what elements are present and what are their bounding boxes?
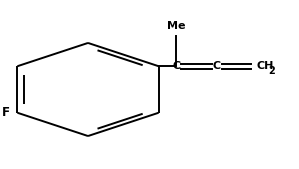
Text: C: C: [213, 61, 221, 71]
Text: Me: Me: [167, 21, 185, 31]
Text: C: C: [172, 61, 180, 71]
Text: F: F: [2, 106, 10, 119]
Text: CH: CH: [256, 61, 274, 71]
Text: 2: 2: [269, 66, 275, 76]
